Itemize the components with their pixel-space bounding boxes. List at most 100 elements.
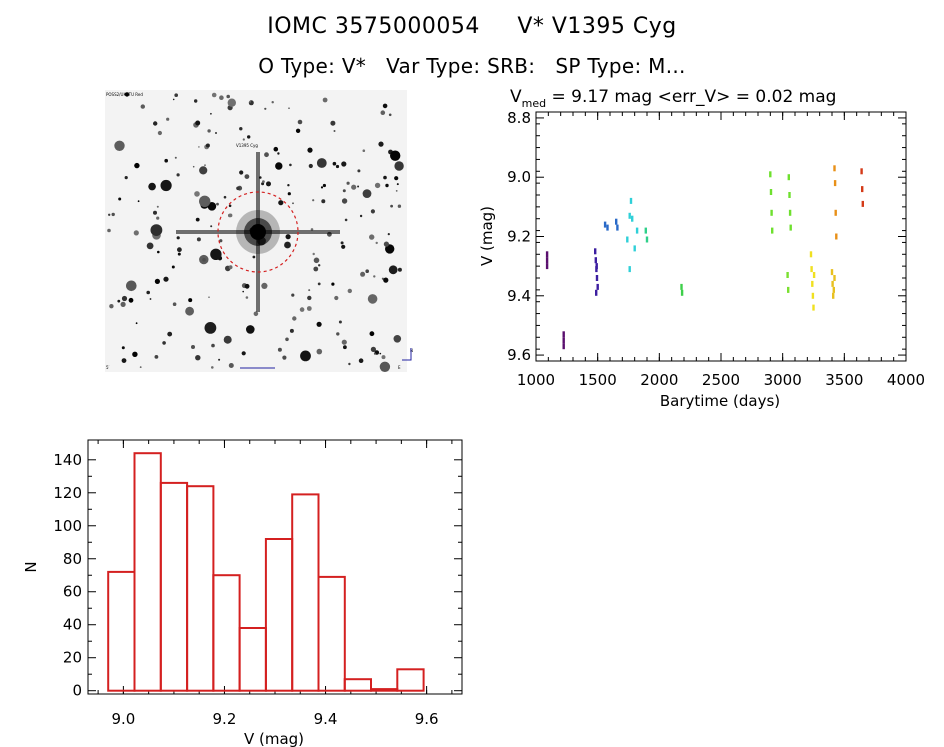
light-curve-point	[631, 215, 634, 222]
light-curve-point	[594, 248, 597, 255]
histogram-bar	[291, 493, 320, 692]
light-curve-point	[595, 275, 599, 281]
star-dot	[340, 241, 344, 245]
star-dot	[390, 150, 401, 161]
light-curve-point	[628, 266, 631, 273]
star-dot	[154, 355, 159, 359]
star-dot	[379, 352, 382, 355]
star-dot	[264, 107, 267, 110]
hist-y-tick-label: 140	[53, 451, 82, 469]
sky-image-panel: POSS2/UKSTU Red V1395 Cyg 5′ N E	[105, 90, 413, 372]
light-curve-point	[645, 236, 649, 243]
star-dot	[172, 98, 175, 101]
hist-x-tick-label: 9.6	[415, 710, 439, 728]
star-dot	[249, 101, 251, 103]
star-dot	[205, 143, 210, 148]
star-dot	[300, 350, 311, 362]
star-dot	[211, 366, 214, 369]
light-curve-plot: 1000 1500 2000 2500 3000 3500 4000 8.8 9.0 9.2 9.4…	[478, 109, 925, 410]
x-tick-label: 3000	[764, 371, 802, 389]
hist-y-tick-label: 0	[72, 682, 82, 700]
compass-icon	[402, 348, 412, 361]
star-dot	[362, 189, 372, 199]
vartype-label: Var Type: SRB:	[386, 54, 536, 78]
star-dot	[307, 295, 312, 301]
star-dot	[242, 290, 244, 293]
x-tick-label: 1500	[579, 371, 617, 389]
histogram-bars	[107, 452, 425, 692]
star-dot	[306, 306, 312, 311]
star-dot	[375, 241, 378, 245]
star-dot	[287, 184, 290, 187]
star-dot	[244, 174, 250, 180]
star-dot	[342, 189, 346, 193]
light-curve-point	[595, 289, 598, 296]
histogram-bar	[186, 485, 215, 692]
star-dot	[195, 217, 200, 222]
star-dot	[383, 175, 387, 180]
star-dot	[381, 355, 386, 360]
light-curve-xlabel: Barytime (days)	[660, 392, 780, 410]
light-curve-ylabel: V (mag)	[478, 206, 496, 266]
star-dot	[109, 304, 114, 309]
star-dot	[202, 258, 206, 262]
histogram-bar	[343, 678, 373, 692]
star-dot	[261, 182, 265, 186]
star-dot	[196, 237, 201, 242]
star-dot	[291, 293, 295, 297]
star-dot	[393, 335, 402, 343]
star-dot	[285, 234, 291, 240]
light-curve-point	[787, 286, 790, 293]
star-dot	[162, 341, 166, 345]
star-dot	[140, 104, 145, 109]
star-dot	[282, 355, 287, 360]
star-dot	[374, 182, 381, 189]
star-dot	[128, 297, 134, 303]
star-dot	[160, 179, 172, 192]
target-circle	[217, 191, 299, 273]
star-dot	[176, 173, 180, 177]
light-curve-point	[626, 236, 629, 243]
star-dot	[134, 162, 140, 169]
histogram-bar	[396, 668, 425, 692]
star-dot	[153, 210, 157, 215]
light-curve-point	[831, 280, 834, 287]
star-dot	[248, 100, 254, 106]
star-dot	[204, 322, 217, 334]
star-dot	[278, 200, 284, 206]
star-dot	[262, 180, 265, 184]
star-dot	[198, 146, 200, 148]
star-dot	[227, 98, 236, 107]
light-curve-point	[606, 224, 609, 231]
light-curve-axes: 1000 1500 2000 2500 3000 3500 4000 8.8 9.0 9.2 9.4…	[507, 109, 925, 389]
star-dot	[148, 182, 156, 191]
star-dot	[132, 351, 138, 357]
star-dot	[284, 241, 291, 249]
star-dot	[211, 92, 217, 98]
light-curve-point	[861, 200, 864, 207]
star-dot	[163, 276, 169, 282]
light-curve-point	[861, 186, 864, 193]
star-dot	[341, 339, 347, 345]
star-dot	[380, 110, 386, 115]
star-dot	[289, 163, 292, 167]
star-dot	[297, 119, 303, 125]
star-dot	[188, 298, 193, 303]
star-dot	[322, 97, 328, 103]
star-dot	[146, 290, 150, 295]
star-dot	[275, 162, 283, 170]
star-dot	[226, 94, 230, 99]
star-dot	[137, 200, 140, 203]
star-dot	[313, 257, 320, 264]
star-dot	[395, 190, 398, 192]
star-dot	[370, 346, 376, 352]
star-dot	[121, 358, 127, 363]
star-dot	[154, 278, 160, 284]
star-dot	[261, 282, 268, 289]
histogram-bar	[107, 570, 136, 692]
star-dot	[383, 277, 389, 283]
star-dot	[357, 185, 360, 188]
star-dot	[394, 161, 404, 171]
star-dot	[194, 99, 198, 103]
star-dot	[341, 198, 348, 204]
